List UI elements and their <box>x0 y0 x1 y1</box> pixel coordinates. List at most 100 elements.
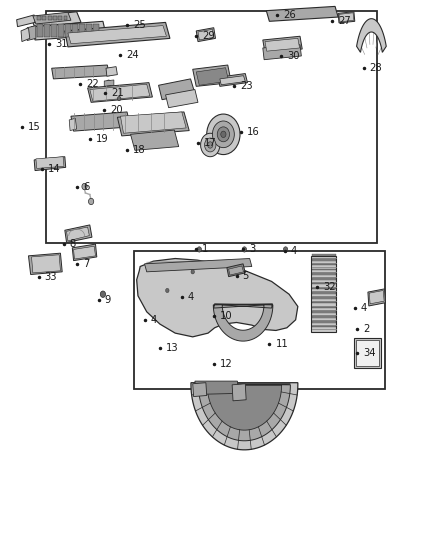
Text: 17: 17 <box>204 138 217 148</box>
Text: 6: 6 <box>83 182 89 191</box>
Polygon shape <box>312 302 336 303</box>
Circle shape <box>106 80 111 86</box>
Polygon shape <box>42 16 46 20</box>
Circle shape <box>205 138 216 152</box>
Text: 24: 24 <box>127 51 139 60</box>
Circle shape <box>267 40 275 50</box>
Polygon shape <box>312 311 336 313</box>
Polygon shape <box>106 67 117 76</box>
Text: 12: 12 <box>220 359 233 368</box>
Polygon shape <box>312 288 336 289</box>
Circle shape <box>206 30 212 38</box>
Polygon shape <box>79 24 85 37</box>
Circle shape <box>208 142 213 148</box>
Text: 27: 27 <box>338 17 351 26</box>
Text: 34: 34 <box>363 348 376 358</box>
Polygon shape <box>218 74 247 86</box>
Text: 16: 16 <box>247 127 260 136</box>
Text: 18: 18 <box>133 146 146 155</box>
Circle shape <box>201 133 220 157</box>
Polygon shape <box>312 254 336 256</box>
Text: 31: 31 <box>55 39 68 49</box>
Polygon shape <box>137 259 298 337</box>
Text: 21: 21 <box>111 88 124 98</box>
Text: 5: 5 <box>243 271 249 281</box>
Polygon shape <box>65 225 92 243</box>
Polygon shape <box>232 384 246 401</box>
Polygon shape <box>312 321 336 322</box>
Text: 29: 29 <box>202 31 215 41</box>
Polygon shape <box>64 16 67 20</box>
Polygon shape <box>357 19 386 52</box>
Polygon shape <box>86 24 92 37</box>
Polygon shape <box>48 16 52 20</box>
Circle shape <box>191 270 194 274</box>
Circle shape <box>117 96 121 101</box>
Text: 30: 30 <box>287 51 300 61</box>
Bar <box>134 251 385 389</box>
Polygon shape <box>312 306 336 308</box>
Circle shape <box>199 71 206 80</box>
Circle shape <box>82 183 87 190</box>
Text: 7: 7 <box>83 259 89 269</box>
Polygon shape <box>198 384 290 441</box>
Text: 25: 25 <box>133 20 146 29</box>
Text: 4: 4 <box>151 315 157 325</box>
Polygon shape <box>213 304 273 341</box>
Polygon shape <box>68 26 166 44</box>
Polygon shape <box>28 253 62 274</box>
Circle shape <box>212 121 234 148</box>
Text: 8: 8 <box>70 239 76 249</box>
Polygon shape <box>74 246 95 259</box>
Polygon shape <box>58 24 64 37</box>
Polygon shape <box>220 76 245 85</box>
Polygon shape <box>356 340 379 366</box>
Text: 23: 23 <box>240 82 253 91</box>
Circle shape <box>217 127 230 142</box>
Text: 4: 4 <box>291 246 297 255</box>
Polygon shape <box>265 38 300 51</box>
Polygon shape <box>72 244 97 261</box>
Polygon shape <box>196 68 229 85</box>
Polygon shape <box>32 255 60 273</box>
Polygon shape <box>67 227 89 241</box>
Circle shape <box>197 247 201 252</box>
Polygon shape <box>354 338 381 368</box>
Polygon shape <box>36 157 64 168</box>
Polygon shape <box>90 84 150 101</box>
Polygon shape <box>263 36 302 53</box>
Text: 28: 28 <box>370 63 382 73</box>
Polygon shape <box>104 80 114 86</box>
Circle shape <box>377 295 381 300</box>
Polygon shape <box>312 283 336 285</box>
Polygon shape <box>65 22 170 47</box>
Polygon shape <box>191 383 298 450</box>
Polygon shape <box>229 266 244 275</box>
Polygon shape <box>69 118 77 131</box>
Text: 4: 4 <box>361 303 367 313</box>
Polygon shape <box>368 289 385 306</box>
Polygon shape <box>196 28 215 42</box>
Text: 3: 3 <box>249 245 255 254</box>
Text: 20: 20 <box>110 106 123 115</box>
Text: 10: 10 <box>220 311 233 320</box>
Polygon shape <box>37 24 43 37</box>
Polygon shape <box>145 259 252 272</box>
Polygon shape <box>369 290 384 304</box>
Polygon shape <box>312 326 336 327</box>
Text: 19: 19 <box>96 134 109 143</box>
Polygon shape <box>131 130 179 150</box>
Polygon shape <box>195 381 239 394</box>
Polygon shape <box>27 26 36 41</box>
Polygon shape <box>44 24 50 37</box>
Polygon shape <box>312 264 336 265</box>
Circle shape <box>283 247 288 252</box>
Text: 1: 1 <box>202 245 209 254</box>
Circle shape <box>166 288 169 293</box>
Polygon shape <box>193 65 231 86</box>
Text: 14: 14 <box>48 165 60 174</box>
Circle shape <box>279 39 286 49</box>
Polygon shape <box>71 112 131 131</box>
Circle shape <box>88 198 94 205</box>
Text: 32: 32 <box>323 282 336 292</box>
